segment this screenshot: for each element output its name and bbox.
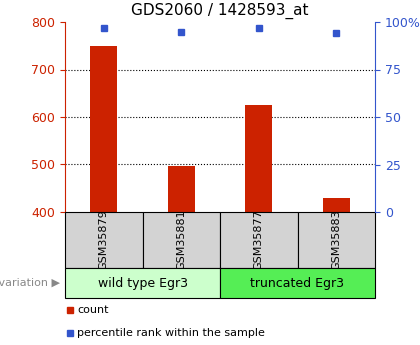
Text: GSM35883: GSM35883 [331,210,341,270]
Bar [297,212,375,268]
Text: GSM35881: GSM35881 [176,210,186,270]
Text: count: count [77,305,109,315]
Text: truncated Egr3: truncated Egr3 [250,276,344,289]
Bar [220,268,375,298]
Bar [168,166,195,212]
Text: genotype/variation ▶: genotype/variation ▶ [0,278,60,288]
Bar [65,212,142,268]
Text: GSM35879: GSM35879 [99,210,109,270]
Bar [90,46,117,212]
Text: percentile rank within the sample: percentile rank within the sample [77,328,265,338]
Bar [220,212,297,268]
Bar [65,268,220,298]
Text: GSM35877: GSM35877 [254,210,264,270]
Title: GDS2060 / 1428593_at: GDS2060 / 1428593_at [131,3,309,19]
Bar [323,198,350,212]
Bar [142,212,220,268]
Bar [245,105,272,212]
Text: wild type Egr3: wild type Egr3 [97,276,187,289]
